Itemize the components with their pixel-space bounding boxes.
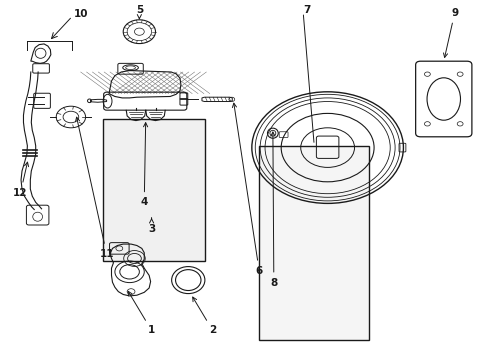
Text: 2: 2 bbox=[192, 297, 216, 336]
Text: 5: 5 bbox=[136, 5, 142, 19]
Text: 6: 6 bbox=[232, 103, 262, 276]
Bar bbox=[259, 146, 368, 340]
Text: 10: 10 bbox=[73, 9, 88, 19]
Text: 3: 3 bbox=[148, 218, 155, 234]
Text: 1: 1 bbox=[128, 291, 155, 336]
Text: 8: 8 bbox=[270, 132, 277, 288]
Text: 4: 4 bbox=[140, 123, 148, 207]
Text: 9: 9 bbox=[443, 8, 457, 58]
Text: 12: 12 bbox=[13, 162, 28, 198]
Bar bbox=[102, 119, 205, 261]
Text: 11: 11 bbox=[75, 117, 114, 259]
Text: 7: 7 bbox=[303, 5, 310, 15]
